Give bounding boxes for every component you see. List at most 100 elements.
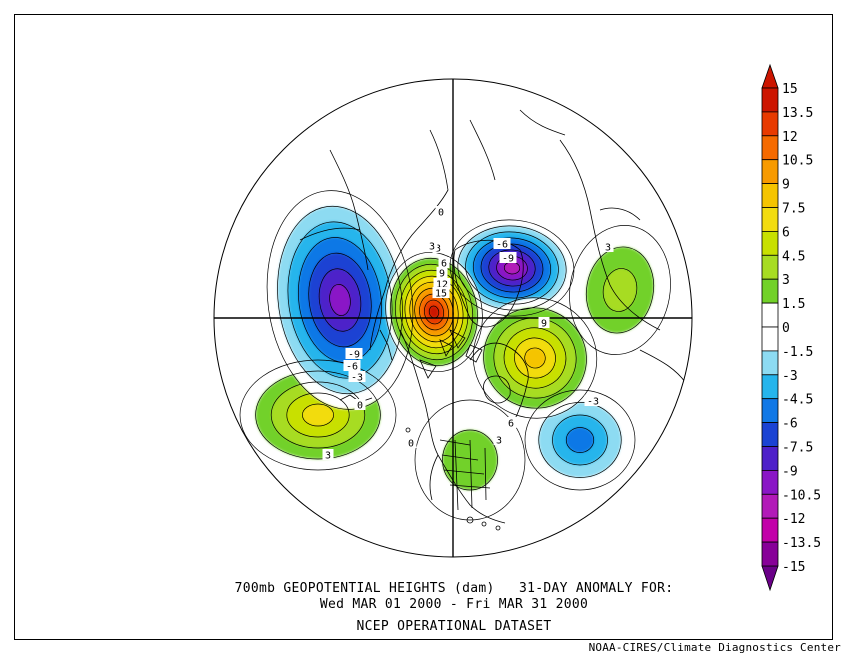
contour-label: -6: [346, 362, 358, 373]
contour-line: [286, 392, 350, 438]
colorbar-swatch: [761, 350, 779, 376]
contour-line: [277, 205, 403, 395]
contour-label-bg: [345, 348, 363, 359]
contour-label-bg: [505, 417, 517, 428]
contour-line: [385, 251, 483, 373]
anomaly-band-eurasia-positive: [603, 268, 637, 312]
contour-label: 9: [541, 319, 547, 330]
colorbar-swatch: [761, 135, 779, 161]
contour-label-bg: [405, 437, 417, 448]
contour-line: [457, 225, 567, 311]
contour-label: -3: [351, 373, 363, 384]
contour-label-bg: [538, 317, 550, 328]
contour-label: 6: [508, 419, 514, 430]
contour-line: [565, 427, 595, 453]
contour-line: [414, 399, 526, 521]
contour-label: -9: [348, 350, 360, 361]
colorbar-swatch: [761, 278, 779, 304]
colorbar-swatch: [761, 302, 779, 328]
contour-label: 3: [325, 451, 331, 462]
contour-line: [442, 429, 498, 491]
colorbar-swatch: [761, 398, 779, 424]
anomaly-band-subtropical-atlantic-negative: [566, 427, 594, 453]
colorbar-swatch: [761, 230, 779, 256]
colorbar-label: 12: [782, 130, 798, 145]
contour-line: [329, 284, 351, 316]
colorbar-label: -3: [782, 369, 798, 384]
title-line-1: 700mb GEOPOTENTIAL HEIGHTS (dam) 31-DAY …: [234, 581, 674, 596]
contour-line: [449, 219, 575, 317]
contour-label: 3: [605, 243, 611, 254]
contour-label: -6: [496, 240, 508, 251]
colorbar-label: -9: [782, 464, 798, 479]
colorbar-swatch: [761, 493, 779, 519]
contour-label: 0: [408, 439, 414, 450]
colorbar-bottom-arrow: [761, 565, 779, 592]
contour-line: [552, 414, 608, 466]
anomaly-band-hudson-bay-positive: [524, 347, 546, 369]
colorbar-label: 1.5: [782, 297, 805, 312]
anomaly-field: [214, 79, 692, 557]
contour-line: [585, 246, 655, 334]
colorbar-label: -1.5: [782, 345, 813, 360]
contour-label-bg: [584, 395, 602, 406]
contour-line: [255, 370, 381, 460]
contour-line: [409, 281, 459, 343]
contour-label-bg: [354, 399, 366, 410]
colorbar-swatch: [761, 159, 779, 184]
colorbar-label: -12: [782, 512, 805, 527]
anomaly-band-north-atlantic-negative: [504, 261, 520, 275]
contour-label-bg: [493, 434, 505, 445]
colorbar-swatch: [761, 469, 779, 495]
contour-label-bg: [432, 242, 444, 253]
contour-label: -3: [587, 397, 599, 408]
colorbar-label: -13.5: [782, 536, 821, 551]
contour-line: [538, 402, 622, 478]
contour-label-bg: [426, 240, 438, 251]
contour-line: [524, 347, 546, 369]
colorbar-swatch: [761, 326, 779, 352]
colorbar-label: 9: [782, 178, 790, 193]
contour-line: [514, 337, 556, 379]
contour-label: 15: [435, 289, 447, 300]
contour-label-bg: [348, 371, 366, 382]
contour-line: [423, 299, 445, 325]
contour-line: [480, 243, 544, 293]
contour-label: -9: [502, 254, 514, 265]
contour-line: [472, 237, 552, 299]
colorbar: 15 13.5 12 10.5 9 7.5 6 4.5 3 1.5 0 -1.5 -3 -4.5 -6 -7.…: [761, 63, 821, 592]
colorbar-label: -6: [782, 417, 798, 432]
contour-line: [465, 231, 559, 305]
colorbar-swatch: [761, 422, 779, 447]
contour-label: 12: [436, 280, 448, 291]
contour-line: [318, 268, 362, 332]
colorbar-swatch: [761, 517, 779, 543]
colorbar-label: 7.5: [782, 202, 805, 217]
contour-label: 3: [435, 244, 441, 255]
contour-label-bg: [432, 287, 450, 298]
contour-line: [419, 293, 449, 331]
contour-line: [270, 381, 366, 449]
contour-label-bg: [493, 238, 511, 249]
contour-line: [239, 359, 397, 471]
colorbar-label: 0: [782, 321, 790, 336]
colorbar-top-arrow: [761, 63, 779, 89]
credit-text: NOAA-CIRES/Climate Diagnostics Center: [588, 641, 841, 654]
title-line-3: NCEP OPERATIONAL DATASET: [356, 619, 552, 634]
colorbar-swatch: [761, 183, 779, 208]
colorbar-swatch: [761, 254, 779, 280]
contour-label-bg: [499, 252, 517, 263]
contour-line: [524, 389, 636, 491]
colorbar-label: -15: [782, 560, 805, 575]
contour-label-bg: [343, 360, 361, 371]
contour-label-bg: [322, 449, 334, 460]
contour-label: 3: [429, 242, 435, 253]
colorbar-label: 3: [782, 273, 790, 288]
colorbar-label: -4.5: [782, 393, 813, 408]
contour-label-bg: [433, 278, 451, 289]
contour-line: [472, 297, 598, 419]
colorbar-label: 13.5: [782, 106, 813, 121]
contour-line: [308, 252, 372, 348]
